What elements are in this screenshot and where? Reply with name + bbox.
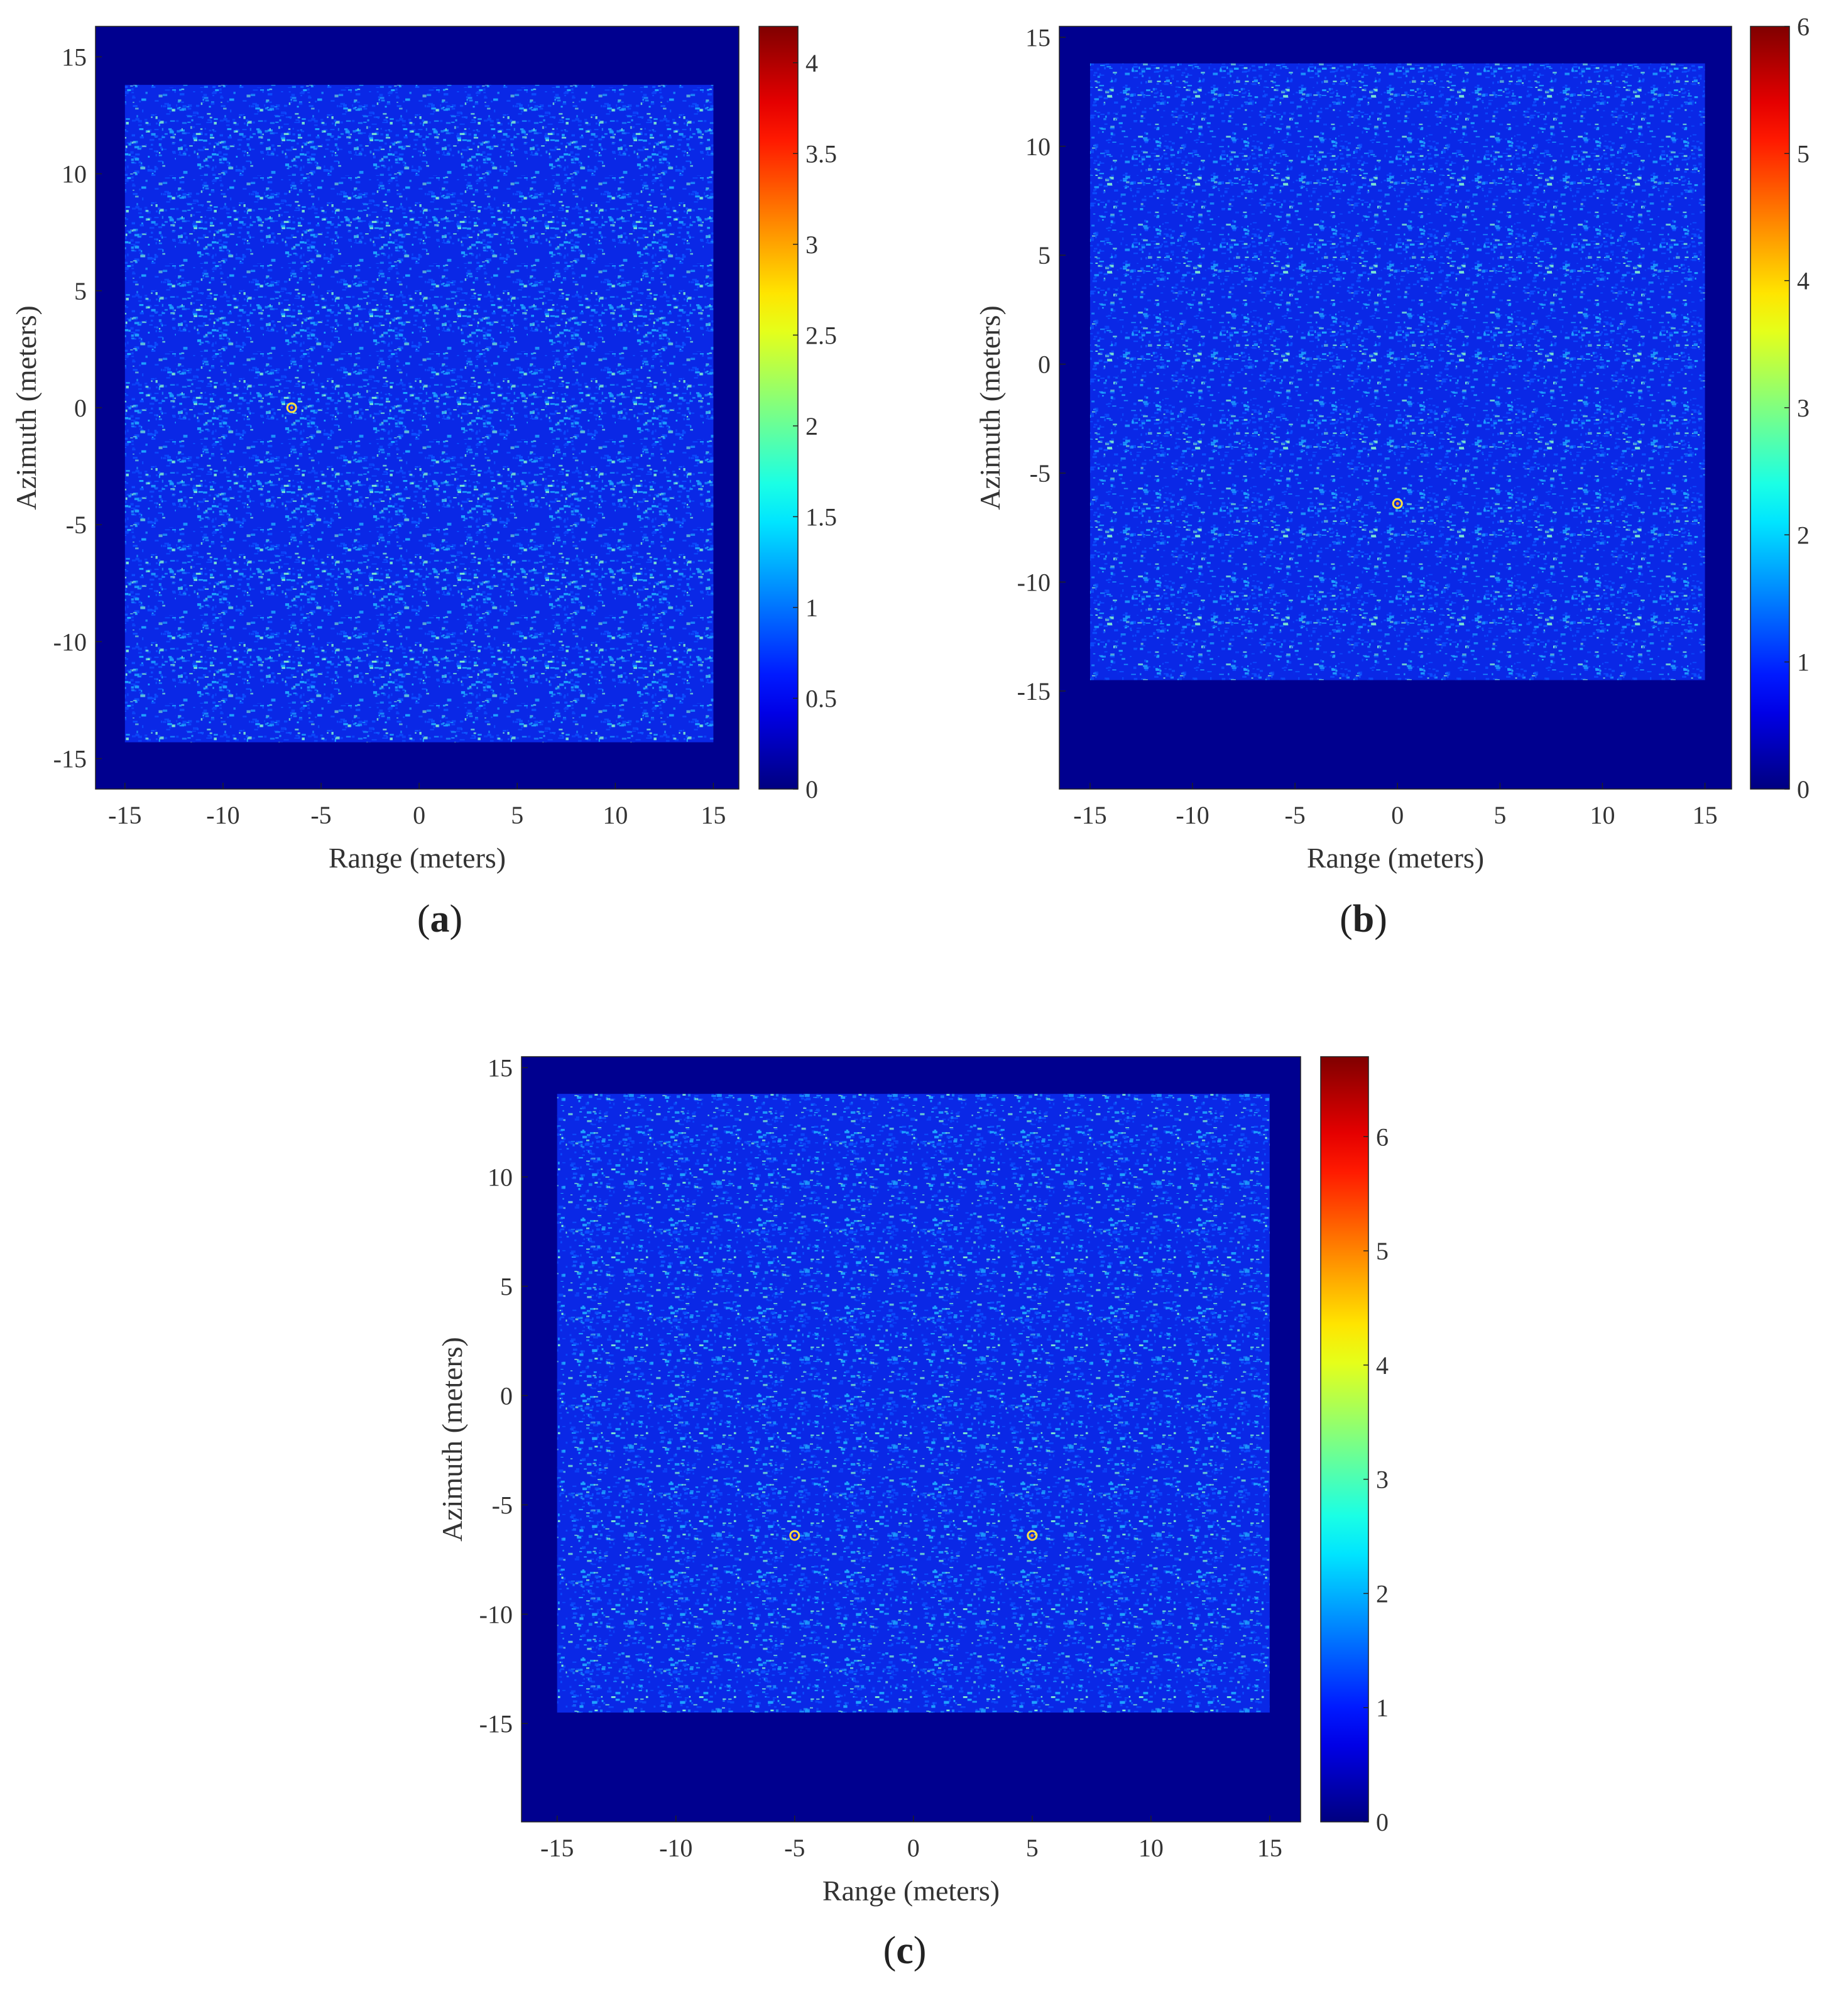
colorbar-tick-label: 3.5 — [805, 139, 837, 168]
caption-b: (b) — [1340, 898, 1387, 940]
y-tick-label: -15 — [1017, 677, 1051, 706]
colorbar — [758, 26, 799, 790]
colorbar-tick-label: 1 — [805, 594, 818, 622]
y-tick-label: 10 — [62, 160, 87, 188]
x-axis-label: Range (meters) — [1307, 842, 1484, 874]
clutter-region — [124, 85, 714, 743]
colorbar-tick-label: 2 — [1797, 521, 1810, 549]
x-tick-label: -5 — [784, 1834, 805, 1862]
colorbar-tick-label: 6 — [1376, 1123, 1389, 1151]
colorbar-tick-label: 2.5 — [805, 321, 837, 349]
caption-a: (a) — [417, 898, 463, 940]
y-tick-label: 0 — [500, 1381, 513, 1410]
colorbar-tick-label: 0.5 — [805, 684, 837, 712]
x-tick-label: -15 — [1073, 801, 1106, 829]
y-tick-label: -5 — [66, 511, 87, 539]
x-tick-label: 15 — [1257, 1834, 1282, 1862]
colorbar-tick-label: 0 — [805, 775, 818, 804]
y-tick-label: 10 — [488, 1163, 513, 1191]
x-tick-label: -15 — [540, 1834, 574, 1862]
y-tick-label: 15 — [1025, 23, 1051, 52]
x-tick-label: 0 — [1391, 801, 1404, 829]
colorbar-tick-label: 0 — [1376, 1808, 1389, 1836]
y-axis-label: Azimuth (meters) — [10, 305, 42, 510]
x-tick-label: -10 — [206, 801, 239, 829]
x-tick-label: 5 — [1026, 1834, 1039, 1862]
clutter-region — [557, 1094, 1270, 1713]
colorbar-tick-label: 2 — [805, 412, 818, 440]
colorbar-tick-label: 5 — [1797, 139, 1810, 168]
x-tick-label: -5 — [310, 801, 331, 829]
colorbar-tick-label: 3 — [805, 231, 818, 259]
x-tick-label: -5 — [1284, 801, 1305, 829]
colorbar-tick-label: 1 — [1376, 1694, 1389, 1722]
y-tick-label: -10 — [479, 1600, 513, 1628]
x-tick-label: -15 — [108, 801, 141, 829]
colorbar — [1750, 26, 1790, 790]
colorbar-tick-label: 0 — [1797, 775, 1810, 804]
x-tick-label: 10 — [603, 801, 628, 829]
x-tick-label: 10 — [1138, 1834, 1164, 1862]
y-tick-label: 5 — [500, 1272, 513, 1300]
panel-b: -15 -10 -5 0 5 10 15 15 10 5 0 -5 -10 -15 Range (meter… — [942, 0, 1829, 942]
target-point — [1027, 1530, 1038, 1541]
target-point — [789, 1530, 800, 1541]
y-tick-label: 0 — [74, 394, 87, 422]
colorbar-tick-label: 3 — [1797, 394, 1810, 422]
y-axis-label: Azimuth (meters) — [974, 305, 1006, 510]
colorbar-tick-label: 4 — [1376, 1351, 1389, 1380]
x-tick-label: 15 — [701, 801, 726, 829]
colorbar-tick-label: 3 — [1376, 1466, 1389, 1494]
plot-frame — [1059, 26, 1732, 790]
colorbar-tick-label: 2 — [1376, 1579, 1389, 1608]
x-tick-label: 0 — [413, 801, 425, 829]
y-tick-label: 0 — [1038, 351, 1051, 379]
colorbar-tick-label: 4 — [1797, 267, 1810, 295]
clutter-region — [1089, 63, 1705, 680]
colorbar-tick-label: 1 — [1797, 648, 1810, 677]
x-tick-label: 10 — [1590, 801, 1615, 829]
colorbar-tick-label: 5 — [1376, 1237, 1389, 1265]
y-tick-label: -10 — [1017, 568, 1051, 596]
y-tick-label: 10 — [1025, 133, 1051, 161]
x-tick-label: 15 — [1693, 801, 1718, 829]
target-point — [1392, 498, 1403, 509]
y-tick-label: 5 — [1038, 241, 1051, 270]
plot-frame — [521, 1056, 1301, 1823]
panel-c: -15 -10 -5 0 5 10 15 15 10 5 0 -5 -10 -15 Range (meter… — [390, 1018, 1458, 2016]
x-axis-label: Range (meters) — [329, 842, 506, 874]
y-tick-label: 5 — [74, 277, 87, 305]
x-axis-label: Range (meters) — [822, 1875, 1000, 1907]
x-tick-label: -10 — [659, 1834, 692, 1862]
y-tick-label: 15 — [488, 1054, 513, 1082]
y-tick-label: -5 — [1030, 459, 1051, 488]
colorbar-tick-label: 4 — [805, 49, 818, 77]
x-tick-label: 0 — [907, 1834, 920, 1862]
y-tick-label: 15 — [62, 43, 87, 71]
target-point — [286, 402, 297, 413]
colorbar-tick-label: 1.5 — [805, 503, 837, 531]
y-tick-label: -15 — [479, 1709, 513, 1738]
colorbar — [1320, 1056, 1369, 1823]
panel-a: -15 -10 -5 0 5 10 15 15 10 5 0 -5 -10 -15 Range (meter… — [0, 0, 880, 942]
x-tick-label: 5 — [511, 801, 523, 829]
y-tick-label: -15 — [53, 745, 87, 773]
y-tick-label: -10 — [53, 628, 87, 656]
y-tick-label: -5 — [492, 1491, 513, 1519]
colorbar-tick-label: 6 — [1797, 13, 1810, 41]
x-tick-label: -10 — [1176, 801, 1209, 829]
y-axis-label: Azimuth (meters) — [436, 1337, 468, 1542]
caption-c: (c) — [883, 1929, 927, 1972]
x-tick-label: 5 — [1493, 801, 1506, 829]
